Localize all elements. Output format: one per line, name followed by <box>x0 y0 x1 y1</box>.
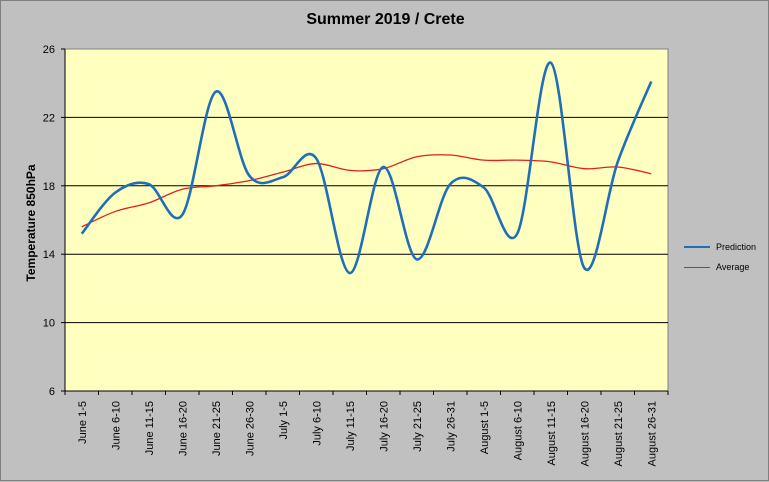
x-tick-label: July 16-20 <box>378 401 390 452</box>
x-tick-label: June 1-5 <box>77 401 89 444</box>
y-tick-label: 10 <box>43 318 55 330</box>
legend-item-average: Average <box>684 257 764 277</box>
x-tick-label: August 11-15 <box>546 401 558 466</box>
legend-label-average: Average <box>716 262 749 272</box>
x-tick-label: June 26-30 <box>244 401 256 456</box>
x-tick-label: July 1-5 <box>278 401 290 440</box>
x-tick-label: August 1-5 <box>479 401 491 454</box>
legend-swatch-average <box>684 267 710 268</box>
y-tick-label: 22 <box>43 112 55 124</box>
x-tick-label: August 6-10 <box>512 401 524 460</box>
y-tick-label: 18 <box>43 181 55 193</box>
x-tick-label: July 26-31 <box>445 401 457 452</box>
x-tick-label: August 16-20 <box>579 401 591 466</box>
x-tick-label: August 21-25 <box>613 401 625 466</box>
y-tick-label: 26 <box>43 44 55 56</box>
x-tick-label: June 16-20 <box>177 401 189 456</box>
y-tick-label: 6 <box>49 386 55 398</box>
legend-swatch-prediction <box>684 246 710 248</box>
x-tick-label: June 11-15 <box>144 401 156 455</box>
x-tick-label: July 11-15 <box>345 401 357 451</box>
legend-label-prediction: Prediction <box>716 242 756 252</box>
y-tick-label: 14 <box>43 249 55 261</box>
x-tick-label: August 26-31 <box>646 401 658 466</box>
x-tick-label: July 21-25 <box>412 401 424 452</box>
x-tick-label: June 21-25 <box>211 401 223 456</box>
legend: Prediction Average <box>684 237 764 277</box>
x-tick-label: June 6-10 <box>110 401 122 450</box>
legend-item-prediction: Prediction <box>684 237 764 257</box>
x-tick-label: July 6-10 <box>311 401 323 446</box>
